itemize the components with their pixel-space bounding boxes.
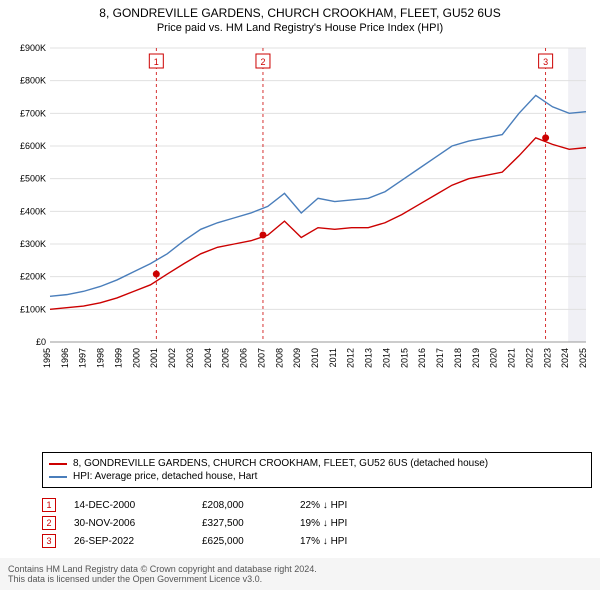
- svg-text:£100K: £100K: [20, 304, 46, 314]
- sale-row: 1 14-DEC-2000 £208,000 22% ↓ HPI: [42, 496, 592, 514]
- svg-text:£800K: £800K: [20, 76, 46, 86]
- footer-line2: This data is licensed under the Open Gov…: [8, 574, 592, 584]
- svg-text:2009: 2009: [292, 348, 302, 368]
- svg-text:2025: 2025: [578, 348, 588, 368]
- svg-text:2017: 2017: [435, 348, 445, 368]
- sale-row: 2 30-NOV-2006 £327,500 19% ↓ HPI: [42, 514, 592, 532]
- sale-price: £208,000: [202, 500, 282, 511]
- legend-label-hpi: HPI: Average price, detached house, Hart: [73, 471, 257, 482]
- svg-text:2023: 2023: [542, 348, 552, 368]
- sale-pct: 17% ↓ HPI: [300, 536, 390, 547]
- svg-text:2021: 2021: [507, 348, 517, 368]
- svg-text:2020: 2020: [489, 348, 499, 368]
- svg-text:2015: 2015: [399, 348, 409, 368]
- footer-line1: Contains HM Land Registry data © Crown c…: [8, 564, 592, 574]
- sale-date: 14-DEC-2000: [74, 500, 184, 511]
- svg-text:£900K: £900K: [20, 43, 46, 53]
- svg-text:£0: £0: [36, 337, 46, 347]
- sale-marker-box: 2: [42, 516, 56, 530]
- svg-text:£300K: £300K: [20, 239, 46, 249]
- svg-text:£600K: £600K: [20, 141, 46, 151]
- sale-marker-box: 3: [42, 534, 56, 548]
- svg-text:1995: 1995: [42, 348, 52, 368]
- svg-text:2018: 2018: [453, 348, 463, 368]
- svg-text:2000: 2000: [131, 348, 141, 368]
- svg-text:1: 1: [154, 57, 159, 67]
- legend: 8, GONDREVILLE GARDENS, CHURCH CROOKHAM,…: [42, 452, 592, 488]
- svg-text:2002: 2002: [167, 348, 177, 368]
- svg-text:1998: 1998: [96, 348, 106, 368]
- sale-markers-list: 1 14-DEC-2000 £208,000 22% ↓ HPI 2 30-NOV-200…: [42, 496, 592, 550]
- sale-price: £625,000: [202, 536, 282, 547]
- sale-price: £327,500: [202, 518, 282, 529]
- svg-text:2001: 2001: [149, 348, 159, 368]
- footer: Contains HM Land Registry data © Crown c…: [0, 558, 600, 590]
- svg-text:2014: 2014: [381, 348, 391, 368]
- svg-text:£400K: £400K: [20, 206, 46, 216]
- legend-swatch-hpi: [49, 476, 67, 478]
- svg-text:2019: 2019: [471, 348, 481, 368]
- svg-text:2013: 2013: [364, 348, 374, 368]
- svg-text:2010: 2010: [310, 348, 320, 368]
- legend-label-property: 8, GONDREVILLE GARDENS, CHURCH CROOKHAM,…: [73, 458, 488, 469]
- svg-text:2004: 2004: [203, 348, 213, 368]
- svg-text:3: 3: [543, 57, 548, 67]
- sale-date: 26-SEP-2022: [74, 536, 184, 547]
- sale-pct: 22% ↓ HPI: [300, 500, 390, 511]
- chart: £0 £100K £200K £300K £400K £500K £600K £700K £80…: [8, 42, 592, 446]
- sale-row: 3 26-SEP-2022 £625,000 17% ↓ HPI: [42, 532, 592, 550]
- legend-swatch-property: [49, 463, 67, 465]
- page-title: 8, GONDREVILLE GARDENS, CHURCH CROOKHAM,…: [0, 0, 600, 22]
- svg-text:£200K: £200K: [20, 272, 46, 282]
- svg-text:2011: 2011: [328, 348, 338, 367]
- svg-text:2007: 2007: [256, 348, 266, 368]
- legend-item-property: 8, GONDREVILLE GARDENS, CHURCH CROOKHAM,…: [49, 457, 585, 470]
- svg-text:2006: 2006: [239, 348, 249, 368]
- svg-text:1996: 1996: [60, 348, 70, 368]
- svg-text:2016: 2016: [417, 348, 427, 368]
- svg-text:2: 2: [260, 57, 265, 67]
- sale-pct: 19% ↓ HPI: [300, 518, 390, 529]
- svg-text:2012: 2012: [346, 348, 356, 368]
- svg-text:2022: 2022: [524, 348, 534, 368]
- svg-text:2003: 2003: [185, 348, 195, 368]
- svg-text:1999: 1999: [113, 348, 123, 368]
- svg-text:£500K: £500K: [20, 174, 46, 184]
- page-subtitle: Price paid vs. HM Land Registry's House …: [0, 22, 600, 38]
- sale-date: 30-NOV-2006: [74, 518, 184, 529]
- svg-text:2005: 2005: [221, 348, 231, 368]
- svg-text:2024: 2024: [560, 348, 570, 368]
- svg-text:2008: 2008: [274, 348, 284, 368]
- svg-text:1997: 1997: [78, 348, 88, 368]
- svg-text:£700K: £700K: [20, 108, 46, 118]
- sale-marker-box: 1: [42, 498, 56, 512]
- legend-item-hpi: HPI: Average price, detached house, Hart: [49, 470, 585, 483]
